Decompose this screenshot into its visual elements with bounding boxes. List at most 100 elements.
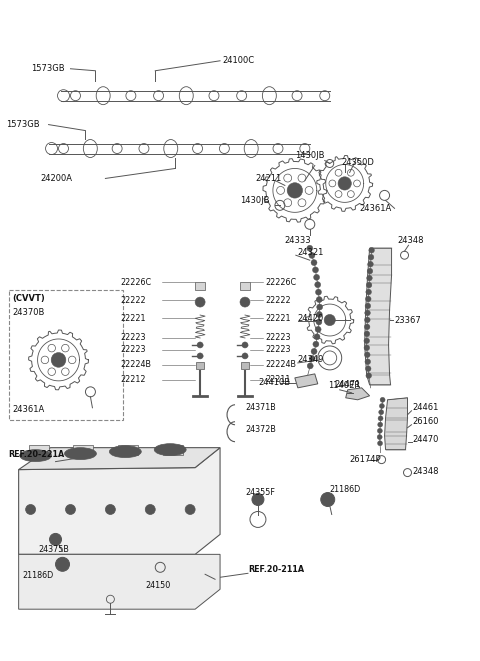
Ellipse shape [159, 446, 181, 453]
Text: 22223: 22223 [265, 334, 290, 342]
Circle shape [315, 289, 322, 295]
Circle shape [240, 297, 250, 307]
Circle shape [378, 441, 383, 446]
Polygon shape [346, 388, 370, 400]
Ellipse shape [154, 444, 186, 455]
Circle shape [364, 338, 370, 344]
Text: 24371B: 24371B [245, 403, 276, 412]
Circle shape [365, 310, 371, 316]
Circle shape [49, 533, 61, 545]
Text: 24410B: 24410B [258, 378, 290, 387]
Text: 26174P: 26174P [350, 455, 381, 464]
Circle shape [317, 304, 323, 310]
Circle shape [379, 410, 384, 414]
Text: 24150: 24150 [145, 581, 170, 590]
Text: 24349: 24349 [298, 356, 324, 364]
Circle shape [321, 492, 335, 506]
Text: 22222: 22222 [120, 295, 146, 305]
Text: 22223: 22223 [120, 346, 146, 354]
Circle shape [364, 331, 370, 336]
Ellipse shape [70, 449, 91, 457]
Text: 24321: 24321 [298, 248, 324, 256]
Polygon shape [384, 398, 408, 449]
Text: 22222: 22222 [265, 295, 290, 305]
Text: 1430JB: 1430JB [240, 196, 269, 205]
Circle shape [315, 282, 321, 288]
Circle shape [313, 341, 319, 347]
Text: 24100C: 24100C [222, 56, 254, 65]
Text: 24361A: 24361A [360, 204, 392, 213]
Circle shape [51, 352, 66, 368]
Circle shape [378, 416, 383, 421]
Text: 24211: 24211 [255, 174, 281, 183]
Circle shape [378, 422, 383, 427]
Polygon shape [365, 249, 392, 385]
Text: 22221: 22221 [265, 313, 290, 323]
Text: 24200A: 24200A [41, 174, 72, 183]
Ellipse shape [20, 449, 51, 461]
Text: 22224B: 22224B [265, 360, 296, 369]
Circle shape [365, 359, 371, 364]
Circle shape [379, 403, 384, 408]
Text: 22226C: 22226C [265, 278, 296, 287]
Circle shape [313, 274, 320, 280]
Text: 22221: 22221 [120, 313, 146, 323]
Bar [73, 445, 94, 455]
Text: 22226C: 22226C [120, 278, 152, 287]
Circle shape [364, 345, 370, 350]
Circle shape [106, 504, 115, 514]
Text: 24370B: 24370B [12, 307, 45, 317]
Circle shape [314, 334, 320, 340]
Circle shape [316, 297, 322, 303]
Circle shape [367, 275, 372, 281]
Text: (CVVT): (CVVT) [12, 293, 46, 303]
Circle shape [377, 434, 382, 440]
Circle shape [56, 557, 70, 571]
Bar [241, 362, 249, 369]
Circle shape [366, 373, 372, 379]
Circle shape [338, 176, 351, 190]
Text: 24420: 24420 [298, 313, 324, 323]
Circle shape [307, 363, 313, 369]
Circle shape [307, 245, 313, 251]
Circle shape [315, 327, 321, 332]
Text: 1573GB: 1573GB [31, 64, 64, 73]
Circle shape [365, 366, 371, 371]
Ellipse shape [109, 446, 141, 457]
Bar [196, 362, 204, 369]
Circle shape [242, 353, 248, 359]
Circle shape [366, 290, 372, 295]
Bar [163, 445, 183, 455]
Circle shape [364, 317, 370, 323]
Text: 1430JB: 1430JB [295, 151, 324, 160]
Bar [240, 282, 250, 290]
Text: 26160: 26160 [412, 417, 439, 426]
Circle shape [309, 253, 315, 258]
Bar [119, 445, 138, 455]
Text: 24461: 24461 [412, 403, 439, 412]
Circle shape [369, 247, 374, 253]
Text: 22223: 22223 [120, 334, 146, 342]
Circle shape [316, 311, 322, 317]
Circle shape [242, 342, 248, 348]
Polygon shape [295, 374, 318, 388]
Circle shape [365, 303, 371, 309]
Text: 23367: 23367 [395, 315, 421, 325]
Circle shape [197, 342, 203, 348]
Text: 1140ER: 1140ER [328, 381, 360, 391]
Circle shape [324, 315, 336, 326]
Text: 24355F: 24355F [245, 488, 275, 497]
Circle shape [197, 353, 203, 359]
Text: 24361A: 24361A [12, 405, 45, 414]
Text: REF.20-221A: REF.20-221A [9, 450, 65, 459]
Text: 24350D: 24350D [342, 158, 374, 167]
Text: 24470: 24470 [412, 435, 439, 444]
Text: REF.20-211A: REF.20-211A [248, 564, 304, 574]
Circle shape [377, 428, 383, 434]
Circle shape [311, 348, 317, 354]
Ellipse shape [64, 447, 96, 459]
Text: 22223: 22223 [265, 346, 290, 354]
Text: 24333: 24333 [285, 236, 312, 245]
Ellipse shape [114, 447, 136, 455]
Circle shape [366, 282, 372, 288]
